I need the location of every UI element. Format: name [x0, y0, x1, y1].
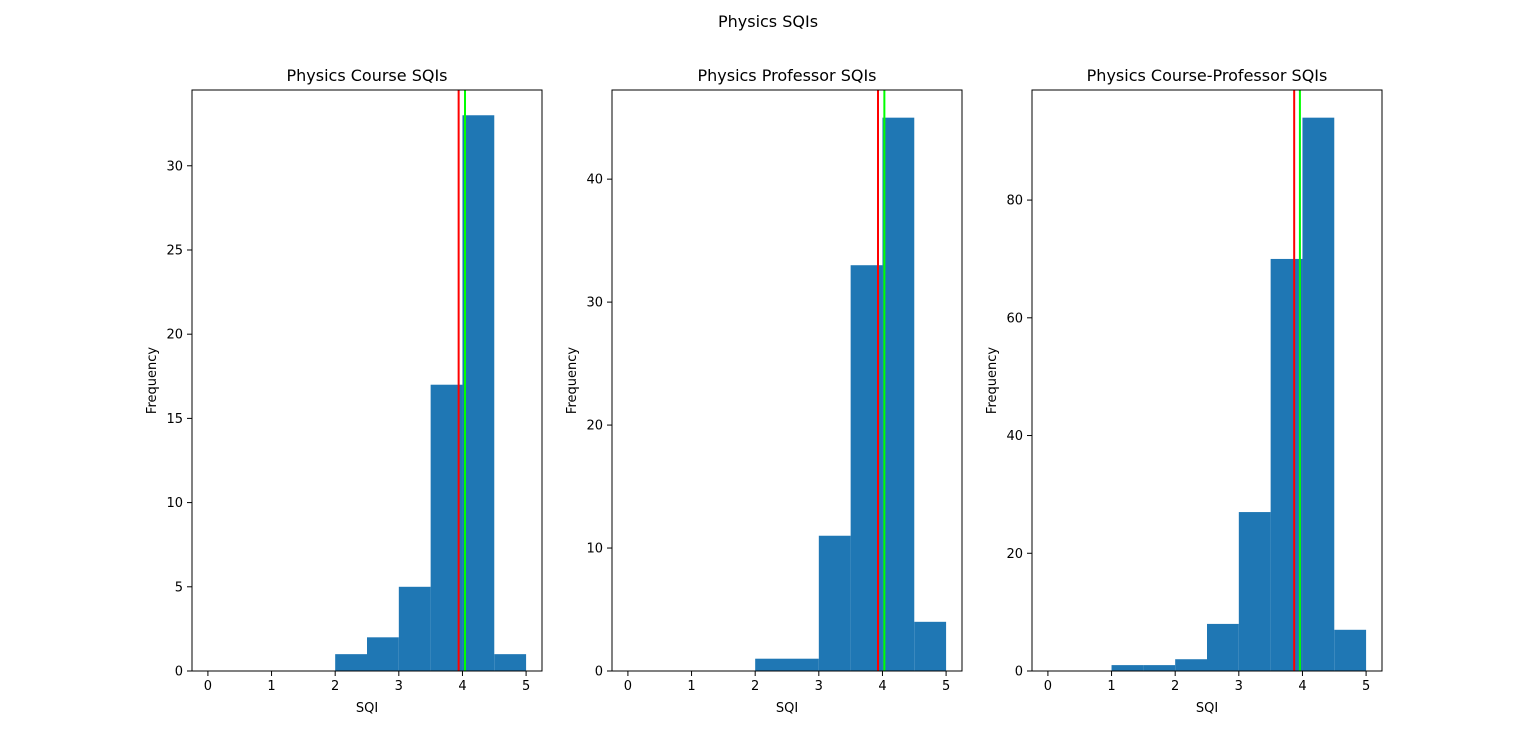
y-tick-label: 40 [1006, 429, 1023, 444]
x-tick-label: 4 [1298, 679, 1306, 694]
histogram-bar [1143, 665, 1176, 671]
x-axis-label: SQI [776, 701, 798, 716]
y-tick-label: 40 [586, 173, 603, 188]
figure-suptitle: Physics SQIs [717, 12, 819, 31]
y-axis-label: Frequency [145, 347, 160, 414]
x-tick-label: 4 [878, 679, 886, 694]
x-axis-label: SQI [1196, 701, 1218, 716]
histogram-bar [462, 115, 495, 672]
y-tick-label: 25 [166, 243, 183, 258]
histogram-bar [818, 535, 851, 671]
x-tick-label: 5 [522, 679, 530, 694]
histogram-bar [787, 658, 819, 671]
histogram-bar [335, 654, 367, 671]
y-tick-label: 30 [166, 159, 183, 174]
y-tick-label: 0 [1015, 665, 1023, 680]
y-tick-label: 80 [1006, 194, 1023, 209]
histogram-bar [1111, 665, 1144, 671]
y-tick-label: 10 [166, 496, 183, 511]
histogram-bar [1302, 117, 1335, 671]
x-tick-label: 3 [395, 679, 403, 694]
x-tick-label: 2 [751, 679, 759, 694]
x-tick-label: 0 [624, 679, 632, 694]
y-axis-label: Frequency [985, 347, 1000, 414]
y-axis-label: Frequency [565, 347, 580, 414]
y-tick-label: 20 [1006, 547, 1023, 562]
x-tick-label: 1 [687, 679, 695, 694]
y-tick-label: 0 [175, 665, 183, 680]
subplot-title: Physics Professor SQIs [697, 66, 876, 85]
axes-frame [191, 89, 543, 672]
histogram-bar [1238, 512, 1271, 671]
y-tick-label: 15 [166, 412, 183, 427]
x-tick-label: 0 [204, 679, 212, 694]
x-tick-label: 3 [1235, 679, 1243, 694]
subplot-3: 0 1 2 3 4 5 0 20 40 60 80 Physics Course-Professor … [985, 66, 1383, 716]
y-tick-label: 30 [586, 296, 603, 311]
x-tick-label: 4 [458, 679, 466, 694]
histogram-bar [1334, 629, 1367, 671]
y-tick-label: 20 [586, 419, 603, 434]
axes-frame [1031, 89, 1383, 672]
y-tick-label: 60 [1006, 311, 1023, 326]
histogram-bar [398, 586, 431, 671]
y-tick-label: 10 [586, 542, 603, 557]
subplot-title: Physics Course SQIs [286, 66, 447, 85]
y-tick-label: 5 [175, 580, 183, 595]
x-tick-label: 5 [1362, 679, 1370, 694]
y-tick-label: 20 [166, 328, 183, 343]
x-tick-label: 5 [942, 679, 950, 694]
y-tick-label: 0 [595, 665, 603, 680]
histogram-bar [1175, 659, 1207, 671]
subplot-1: 0 1 2 3 4 5 0 5 10 15 20 25 30 Physics Course SQIs SQI… [145, 66, 543, 716]
x-tick-label: 3 [815, 679, 823, 694]
histogram-bar [882, 117, 915, 671]
subplot-2: 0 1 2 3 4 5 0 10 20 30 40 Physics Professor SQIs SQI… [565, 66, 963, 716]
x-tick-label: 1 [267, 679, 275, 694]
x-tick-label: 0 [1044, 679, 1052, 694]
axes-frame [611, 89, 963, 672]
histogram-bar [494, 654, 527, 671]
histogram-bar [1270, 258, 1303, 671]
histogram-bar [1207, 623, 1239, 671]
x-tick-label: 1 [1107, 679, 1115, 694]
x-axis-label: SQI [356, 701, 378, 716]
x-tick-label: 2 [331, 679, 339, 694]
histogram-bar [914, 621, 947, 671]
subplot-title: Physics Course-Professor SQIs [1087, 66, 1328, 85]
histogram-bar [430, 384, 463, 671]
histogram-bar [367, 637, 399, 671]
x-tick-label: 2 [1171, 679, 1179, 694]
histogram-bar [755, 658, 787, 671]
